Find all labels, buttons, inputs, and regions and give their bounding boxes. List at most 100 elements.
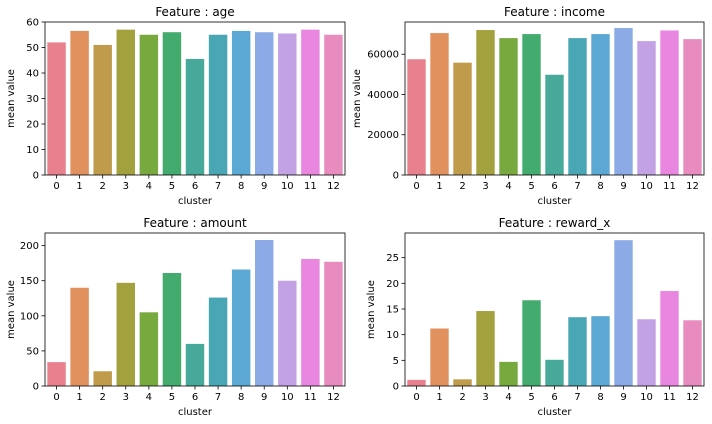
x-tick-label: 9 — [620, 392, 626, 403]
x-tick-label: 0 — [413, 392, 419, 403]
x-tick-label: 1 — [76, 181, 82, 192]
x-tick-label: 5 — [528, 392, 534, 403]
x-tick-label: 3 — [123, 181, 129, 192]
x-tick-label: 5 — [169, 181, 175, 192]
chart-title: Feature : reward_x — [499, 216, 611, 230]
x-tick-label: 7 — [215, 181, 221, 192]
y-tick-label: 10 — [386, 330, 399, 341]
bar-cluster-3 — [476, 30, 495, 176]
x-tick-label: 4 — [505, 181, 511, 192]
x-axis-label: cluster — [178, 196, 213, 207]
bar-cluster-9 — [255, 240, 274, 386]
y-tick-label: 50 — [26, 346, 39, 357]
bar-cluster-8 — [591, 34, 610, 175]
y-axis-label: mean value — [6, 69, 17, 128]
x-tick-label: 3 — [482, 181, 488, 192]
x-tick-label: 7 — [574, 181, 580, 192]
x-tick-label: 10 — [281, 181, 294, 192]
bar-cluster-10 — [637, 41, 656, 175]
x-tick-label: 11 — [663, 181, 676, 192]
x-tick-label: 12 — [686, 181, 699, 192]
x-tick-label: 9 — [261, 181, 267, 192]
bar-cluster-12 — [683, 320, 702, 386]
bar-cluster-6 — [545, 74, 564, 175]
x-tick-label: 10 — [640, 392, 653, 403]
bar-cluster-3 — [116, 29, 135, 176]
y-tick-label: 5 — [393, 356, 399, 367]
x-tick-label: 11 — [304, 392, 317, 403]
bar-cluster-0 — [407, 59, 426, 175]
bar-cluster-4 — [139, 34, 159, 175]
bar-cluster-3 — [116, 282, 135, 386]
y-tick-label: 100 — [20, 311, 39, 322]
x-tick-label: 3 — [482, 392, 488, 403]
y-tick-label: 40 — [26, 69, 39, 80]
x-tick-label: 9 — [261, 392, 267, 403]
x-axis-label: cluster — [178, 407, 213, 418]
bar-cluster-4 — [139, 312, 159, 386]
y-tick-label: 30 — [26, 94, 39, 105]
bar-cluster-12 — [683, 39, 702, 175]
x-tick-label: 2 — [459, 392, 465, 403]
bar-cluster-11 — [301, 29, 320, 176]
bar-cluster-4 — [499, 361, 518, 386]
x-tick-label: 8 — [238, 392, 244, 403]
bar-cluster-1 — [430, 328, 449, 386]
bar-cluster-7 — [208, 297, 228, 386]
bar-cluster-7 — [208, 34, 228, 175]
bar-cluster-6 — [545, 359, 564, 386]
y-tick-label: 200 — [20, 241, 39, 252]
bar-cluster-10 — [278, 280, 297, 386]
bar-cluster-2 — [93, 371, 112, 386]
x-tick-label: 6 — [192, 392, 198, 403]
y-tick-label: 40000 — [367, 90, 399, 101]
x-axis-label: cluster — [537, 407, 572, 418]
y-tick-label: 150 — [20, 276, 39, 287]
bar-cluster-9 — [614, 28, 633, 175]
y-tick-label: 0 — [393, 382, 399, 393]
x-tick-label: 5 — [528, 181, 534, 192]
bar-cluster-2 — [453, 379, 472, 386]
x-tick-label: 8 — [597, 181, 603, 192]
x-tick-label: 1 — [436, 181, 442, 192]
x-tick-label: 4 — [146, 392, 152, 403]
y-tick-label: 10 — [26, 145, 39, 156]
bar-cluster-5 — [162, 32, 182, 176]
bar-cluster-12 — [324, 261, 343, 386]
x-tick-label: 0 — [413, 181, 419, 192]
y-tick-label: 20 — [386, 279, 399, 290]
y-tick-label: 20000 — [367, 130, 399, 141]
x-tick-label: 6 — [551, 181, 557, 192]
x-tick-label: 11 — [663, 392, 676, 403]
x-tick-label: 6 — [551, 392, 557, 403]
bar-cluster-3 — [476, 311, 495, 386]
x-tick-label: 0 — [53, 181, 59, 192]
bar-cluster-1 — [70, 30, 89, 175]
y-axis-label: mean value — [366, 280, 377, 339]
x-tick-label: 1 — [436, 392, 442, 403]
bar-cluster-1 — [70, 287, 89, 386]
bar-cluster-10 — [278, 33, 297, 175]
bar-cluster-0 — [47, 42, 66, 176]
bar-cluster-11 — [660, 30, 679, 176]
bar-cluster-6 — [185, 58, 205, 175]
x-tick-label: 12 — [686, 392, 699, 403]
bar-cluster-4 — [499, 38, 518, 176]
chart-title: Feature : age — [155, 5, 234, 19]
bar-cluster-5 — [522, 34, 541, 175]
x-tick-label: 7 — [215, 392, 221, 403]
bar-cluster-11 — [301, 258, 320, 386]
x-tick-label: 8 — [238, 181, 244, 192]
bar-cluster-9 — [255, 32, 274, 176]
bar-cluster-12 — [324, 34, 343, 175]
y-tick-label: 25 — [386, 253, 399, 264]
y-tick-label: 0 — [393, 171, 399, 182]
bar-cluster-7 — [568, 317, 587, 386]
x-tick-label: 7 — [574, 392, 580, 403]
y-tick-label: 0 — [33, 382, 39, 393]
bar-cluster-7 — [568, 38, 587, 176]
bar-cluster-0 — [47, 362, 66, 386]
